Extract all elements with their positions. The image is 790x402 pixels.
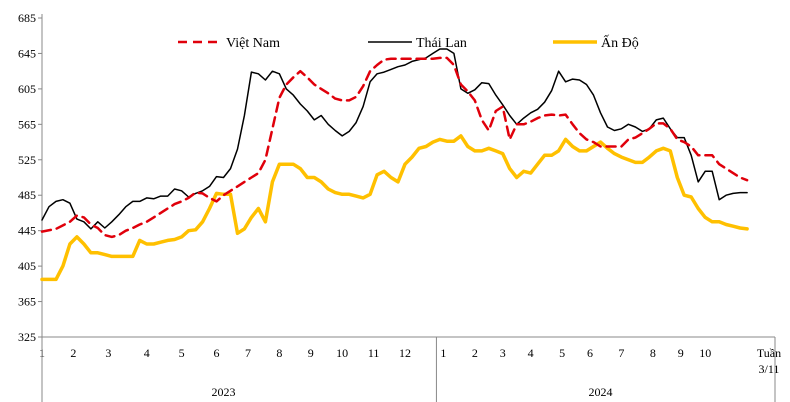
y-tick-label: 445	[18, 224, 36, 238]
x-last-label: 3/11	[759, 362, 780, 376]
vietnam-series-line	[40, 56, 749, 239]
thailand-series-line	[41, 48, 748, 230]
x-tick-label: 11	[368, 346, 380, 360]
india-series-line	[40, 134, 749, 282]
x-tick-label: 2	[70, 346, 76, 360]
y-tick-label: 405	[18, 259, 36, 273]
y-tick-label: 565	[18, 117, 36, 131]
x-tick-label: 4	[528, 346, 534, 360]
series-layer	[40, 48, 749, 282]
x-tick-label: 12	[399, 346, 411, 360]
y-tick-label: 685	[18, 11, 36, 25]
x-tick-label: 7	[245, 346, 251, 360]
x-tick-label: 4	[144, 346, 150, 360]
y-tick-label: 485	[18, 188, 36, 202]
x-tick-label: 3	[105, 346, 111, 360]
x-tick-label: 5	[179, 346, 185, 360]
y-tick-label: 645	[18, 46, 36, 60]
y-tick-label: 325	[18, 330, 36, 344]
x-last-label: Tuần	[757, 346, 781, 360]
x-tick-label: 2	[472, 346, 478, 360]
legend-thailand-label: Thái Lan	[416, 36, 467, 51]
y-tick-label: 525	[18, 153, 36, 167]
x-tick-label: 10	[699, 346, 711, 360]
x-axis: 12345678910111212345678910Tuần3/11202320…	[39, 336, 781, 402]
x-tick-label: 1	[440, 346, 446, 360]
x-tick-label: 5	[559, 346, 565, 360]
x-tick-label: 9	[308, 346, 314, 360]
year-label: 2023	[212, 385, 236, 399]
x-tick-label: 8	[650, 346, 656, 360]
x-tick-label: 9	[678, 346, 684, 360]
y-tick-label: 365	[18, 295, 36, 309]
x-tick-label: 6	[214, 346, 220, 360]
x-tick-label: 7	[618, 346, 624, 360]
x-tick-label: 10	[336, 346, 348, 360]
x-tick-label: 6	[587, 346, 593, 360]
legend-india-label: Ấn Độ	[601, 34, 639, 51]
y-axis: 325 365 405 445 485 525 565 605 645 685	[18, 11, 43, 344]
year-label: 2024	[588, 385, 612, 399]
legend-vietnam-label: Việt Nam	[226, 36, 280, 51]
x-tick-label: 8	[276, 346, 282, 360]
y-tick-label: 605	[18, 82, 36, 96]
x-tick-label: 3	[500, 346, 506, 360]
legend: Việt Nam Thái Lan Ấn Độ	[178, 34, 639, 51]
